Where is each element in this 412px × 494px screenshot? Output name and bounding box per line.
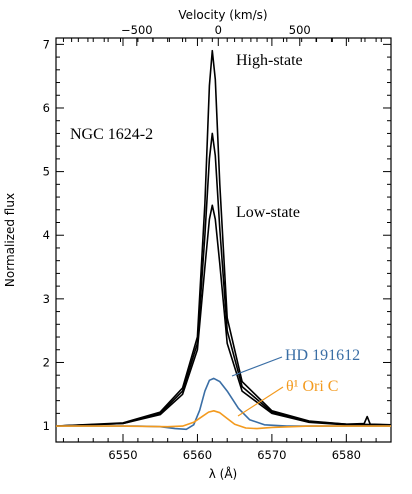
series-line-4 bbox=[56, 377, 391, 431]
x-tick-label: 6580 bbox=[332, 448, 361, 462]
connector-line-orange bbox=[237, 386, 284, 417]
x-axis-label: λ (Å) bbox=[209, 466, 238, 481]
series-line-2 bbox=[55, 132, 392, 427]
top-tick-label: −500 bbox=[121, 23, 153, 37]
x-tick-label: 6550 bbox=[108, 448, 137, 462]
x-tick-label: 6570 bbox=[257, 448, 286, 462]
top-tick-label: 0 bbox=[215, 23, 222, 37]
top-tick-label: 500 bbox=[289, 23, 311, 37]
axis-ticks: 6550 6560 6570 6580 1 2 3 4 5 6 7 −500 0 500 bbox=[43, 23, 392, 462]
y-tick-label: 3 bbox=[43, 292, 50, 306]
annotation-label: Low-state bbox=[236, 204, 300, 221]
series-line-3 bbox=[55, 204, 391, 427]
y-axis-label: Normalized flux bbox=[3, 193, 17, 287]
annotation-label: High-state bbox=[236, 52, 303, 69]
y-tick-label: 7 bbox=[43, 37, 50, 51]
y-tick-label: 2 bbox=[43, 355, 50, 369]
series-line-1 bbox=[55, 49, 392, 427]
y-tick-label: 4 bbox=[43, 228, 50, 242]
series-group bbox=[55, 49, 392, 431]
annotation-label: θ¹ Ori C bbox=[286, 378, 338, 395]
y-tick-label: 1 bbox=[43, 419, 50, 433]
annotation-label: NGC 1624-2 bbox=[70, 126, 153, 143]
y-tick-label: 5 bbox=[43, 165, 50, 179]
connector-line-blue bbox=[231, 356, 283, 377]
annotation-label: HD 191612 bbox=[285, 347, 360, 364]
top-axis-label: Velocity (km/s) bbox=[178, 8, 267, 22]
y-tick-label: 6 bbox=[43, 101, 50, 115]
x-tick-label: 6560 bbox=[183, 448, 212, 462]
annotations: NGC 1624-2 High-state Low-state HD 191612 θ¹… bbox=[70, 52, 360, 395]
connector-lines bbox=[231, 356, 284, 417]
plot-frame bbox=[55, 37, 392, 443]
series-line-5 bbox=[56, 410, 391, 430]
